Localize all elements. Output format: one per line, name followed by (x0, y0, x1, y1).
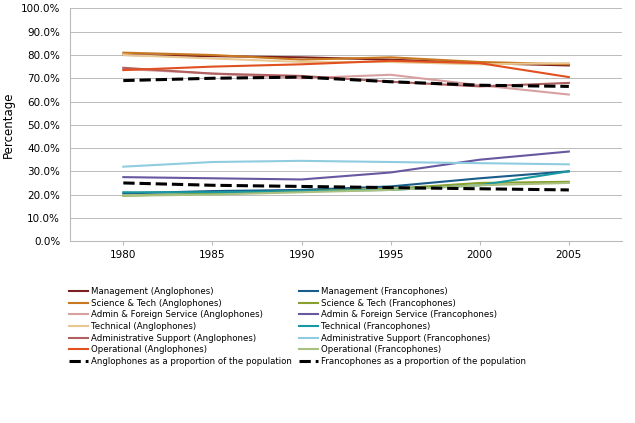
Legend: Management (Anglophones), Science & Tech (Anglophones), Admin & Foreign Service : Management (Anglophones), Science & Tech… (69, 287, 526, 366)
Y-axis label: Percentage: Percentage (2, 91, 15, 158)
